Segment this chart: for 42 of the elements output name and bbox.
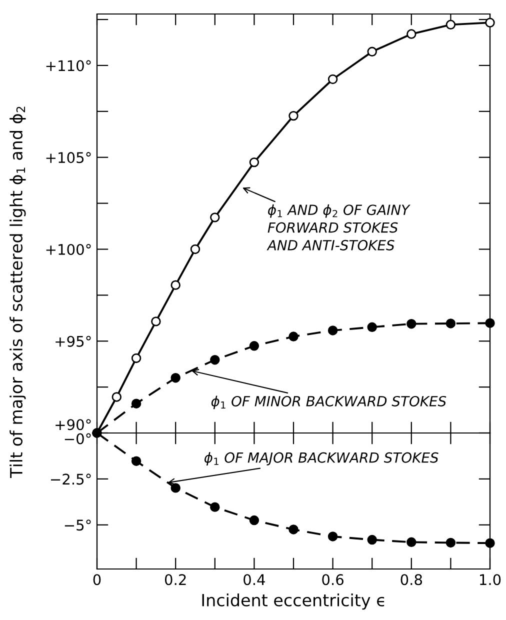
x-tick-label: 0	[93, 574, 101, 586]
x-tick-label: 0.6	[322, 574, 344, 586]
point	[249, 341, 260, 351]
point	[170, 280, 180, 290]
y-tick-label: −5°	[64, 520, 91, 531]
y-tick-label: +110°	[46, 60, 91, 72]
x-tick-label: 0.4	[244, 574, 265, 586]
point	[328, 326, 338, 336]
point	[446, 20, 456, 30]
point	[288, 332, 298, 342]
point	[170, 373, 180, 383]
x-tick-label: 0.2	[164, 574, 186, 586]
x-tick-label: 0.8	[400, 574, 422, 586]
y-tick-label: +100°	[46, 244, 91, 255]
y-tick-label: +95°	[56, 336, 91, 347]
point	[151, 316, 161, 326]
point	[406, 29, 416, 39]
point	[190, 244, 200, 254]
point	[406, 318, 416, 329]
annotation: ϕ$_{1}$ OF MINOR BACKWARD STOKES	[211, 396, 446, 410]
point	[367, 322, 377, 332]
point	[367, 46, 377, 57]
annotation: ϕ$_{1}$ AND ϕ$_{2}$ OF GAINY FORWARD STOKES AND ANTI-STOKES	[266, 204, 410, 250]
point	[485, 18, 495, 28]
point	[485, 318, 495, 328]
point	[328, 74, 338, 84]
point	[131, 398, 142, 408]
point	[210, 354, 220, 365]
y-tick-label: +90°	[56, 419, 91, 430]
x-tick-label: 1.0	[480, 574, 501, 586]
point	[446, 318, 456, 328]
x-axis-title: Incident eccentricity ϵ	[202, 594, 384, 610]
y-tick-label: +105°	[46, 152, 91, 164]
point	[210, 212, 220, 222]
y-tick-label: −0°	[64, 433, 91, 444]
y-tick-label: −2.5°	[50, 474, 91, 485]
y-axis-title: Tilt of major axis of scattered light ϕ$_{1}$ and ϕ$_{2}$	[10, 106, 26, 478]
point	[288, 110, 298, 121]
annotation: ϕ$_{1}$ OF MAJOR BACKWARD STOKES	[204, 452, 438, 466]
point	[249, 157, 260, 168]
point	[112, 392, 122, 402]
point	[131, 353, 142, 364]
